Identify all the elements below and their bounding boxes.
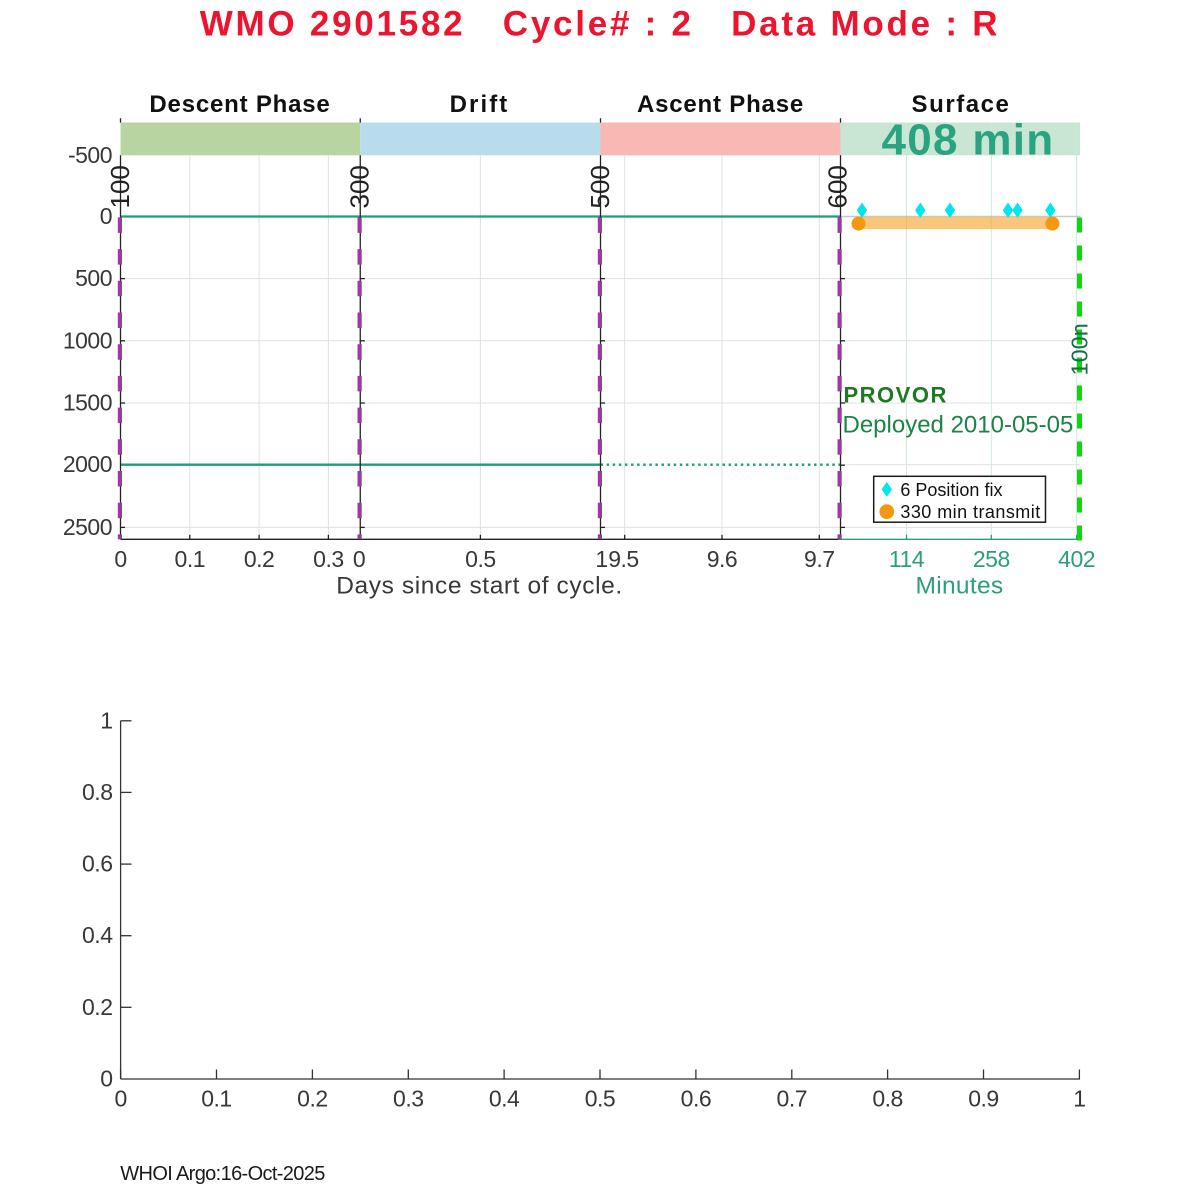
svg-text:1000: 1000 bbox=[63, 327, 112, 353]
svg-text:0.3: 0.3 bbox=[313, 546, 343, 572]
svg-text:0.9: 0.9 bbox=[968, 1086, 998, 1112]
svg-text:0.5: 0.5 bbox=[465, 546, 495, 572]
svg-text:-500: -500 bbox=[68, 142, 112, 168]
svg-text:Minutes: Minutes bbox=[916, 573, 1004, 600]
svg-text:0: 0 bbox=[114, 546, 126, 572]
svg-text:Days since start of cycle.: Days since start of cycle. bbox=[336, 573, 623, 600]
svg-text:6 Position fix: 6 Position fix bbox=[900, 480, 1002, 500]
svg-text:100: 100 bbox=[105, 165, 135, 208]
svg-text:WHOI Argo:16-Oct-2025: WHOI Argo:16-Oct-2025 bbox=[120, 1163, 325, 1185]
svg-text:0.4: 0.4 bbox=[82, 922, 113, 948]
svg-text:0.5: 0.5 bbox=[585, 1086, 615, 1112]
svg-text:408 min: 408 min bbox=[882, 116, 1055, 165]
svg-text:0.4: 0.4 bbox=[489, 1086, 520, 1112]
svg-text:402: 402 bbox=[1058, 546, 1095, 572]
svg-text:Deployed 2010-05-05: Deployed 2010-05-05 bbox=[843, 412, 1074, 439]
svg-text:1500: 1500 bbox=[63, 390, 112, 416]
svg-text:600: 600 bbox=[823, 165, 853, 208]
svg-text:0.1: 0.1 bbox=[201, 1086, 231, 1112]
svg-text:0: 0 bbox=[353, 546, 365, 572]
svg-text:0.8: 0.8 bbox=[872, 1086, 902, 1112]
svg-text:Descent Phase: Descent Phase bbox=[149, 91, 330, 118]
svg-text:0: 0 bbox=[114, 1086, 126, 1112]
svg-text:0.8: 0.8 bbox=[82, 779, 112, 805]
svg-text:0.2: 0.2 bbox=[244, 546, 274, 572]
svg-text:1: 1 bbox=[100, 707, 112, 733]
svg-text:0.6: 0.6 bbox=[82, 851, 112, 877]
svg-text:9.5: 9.5 bbox=[608, 546, 638, 572]
svg-text:0.6: 0.6 bbox=[681, 1086, 711, 1112]
svg-text:500: 500 bbox=[75, 265, 112, 291]
svg-text:Surface: Surface bbox=[912, 91, 1011, 118]
svg-text:Ascent Phase: Ascent Phase bbox=[637, 91, 804, 118]
svg-text:Drift: Drift bbox=[450, 91, 510, 118]
svg-text:1: 1 bbox=[1073, 1086, 1085, 1112]
svg-text:0.3: 0.3 bbox=[393, 1086, 423, 1112]
svg-text:0: 0 bbox=[100, 1066, 112, 1092]
svg-text:9.6: 9.6 bbox=[707, 546, 737, 572]
svg-text:300: 300 bbox=[345, 165, 375, 208]
svg-text:100n: 100n bbox=[1067, 323, 1093, 375]
svg-text:0.1: 0.1 bbox=[175, 546, 205, 572]
svg-text:1: 1 bbox=[595, 546, 607, 572]
svg-text:330 min transmit: 330 min transmit bbox=[900, 502, 1040, 522]
svg-text:0.2: 0.2 bbox=[82, 994, 112, 1020]
svg-text:114: 114 bbox=[889, 546, 925, 572]
svg-text:500: 500 bbox=[585, 165, 615, 208]
svg-text:2000: 2000 bbox=[63, 451, 112, 477]
svg-text:WMO 2901582 Cycle# : 2 Dat: WMO 2901582 Cycle# : 2 Data Mode : R bbox=[200, 5, 1001, 44]
svg-text:PROVOR: PROVOR bbox=[844, 382, 948, 407]
svg-text:0.2: 0.2 bbox=[297, 1086, 327, 1112]
svg-text:2500: 2500 bbox=[63, 514, 112, 540]
svg-text:0: 0 bbox=[100, 203, 112, 229]
svg-text:9.7: 9.7 bbox=[804, 546, 834, 572]
svg-text:0.7: 0.7 bbox=[777, 1086, 807, 1112]
svg-text:258: 258 bbox=[973, 546, 1010, 572]
